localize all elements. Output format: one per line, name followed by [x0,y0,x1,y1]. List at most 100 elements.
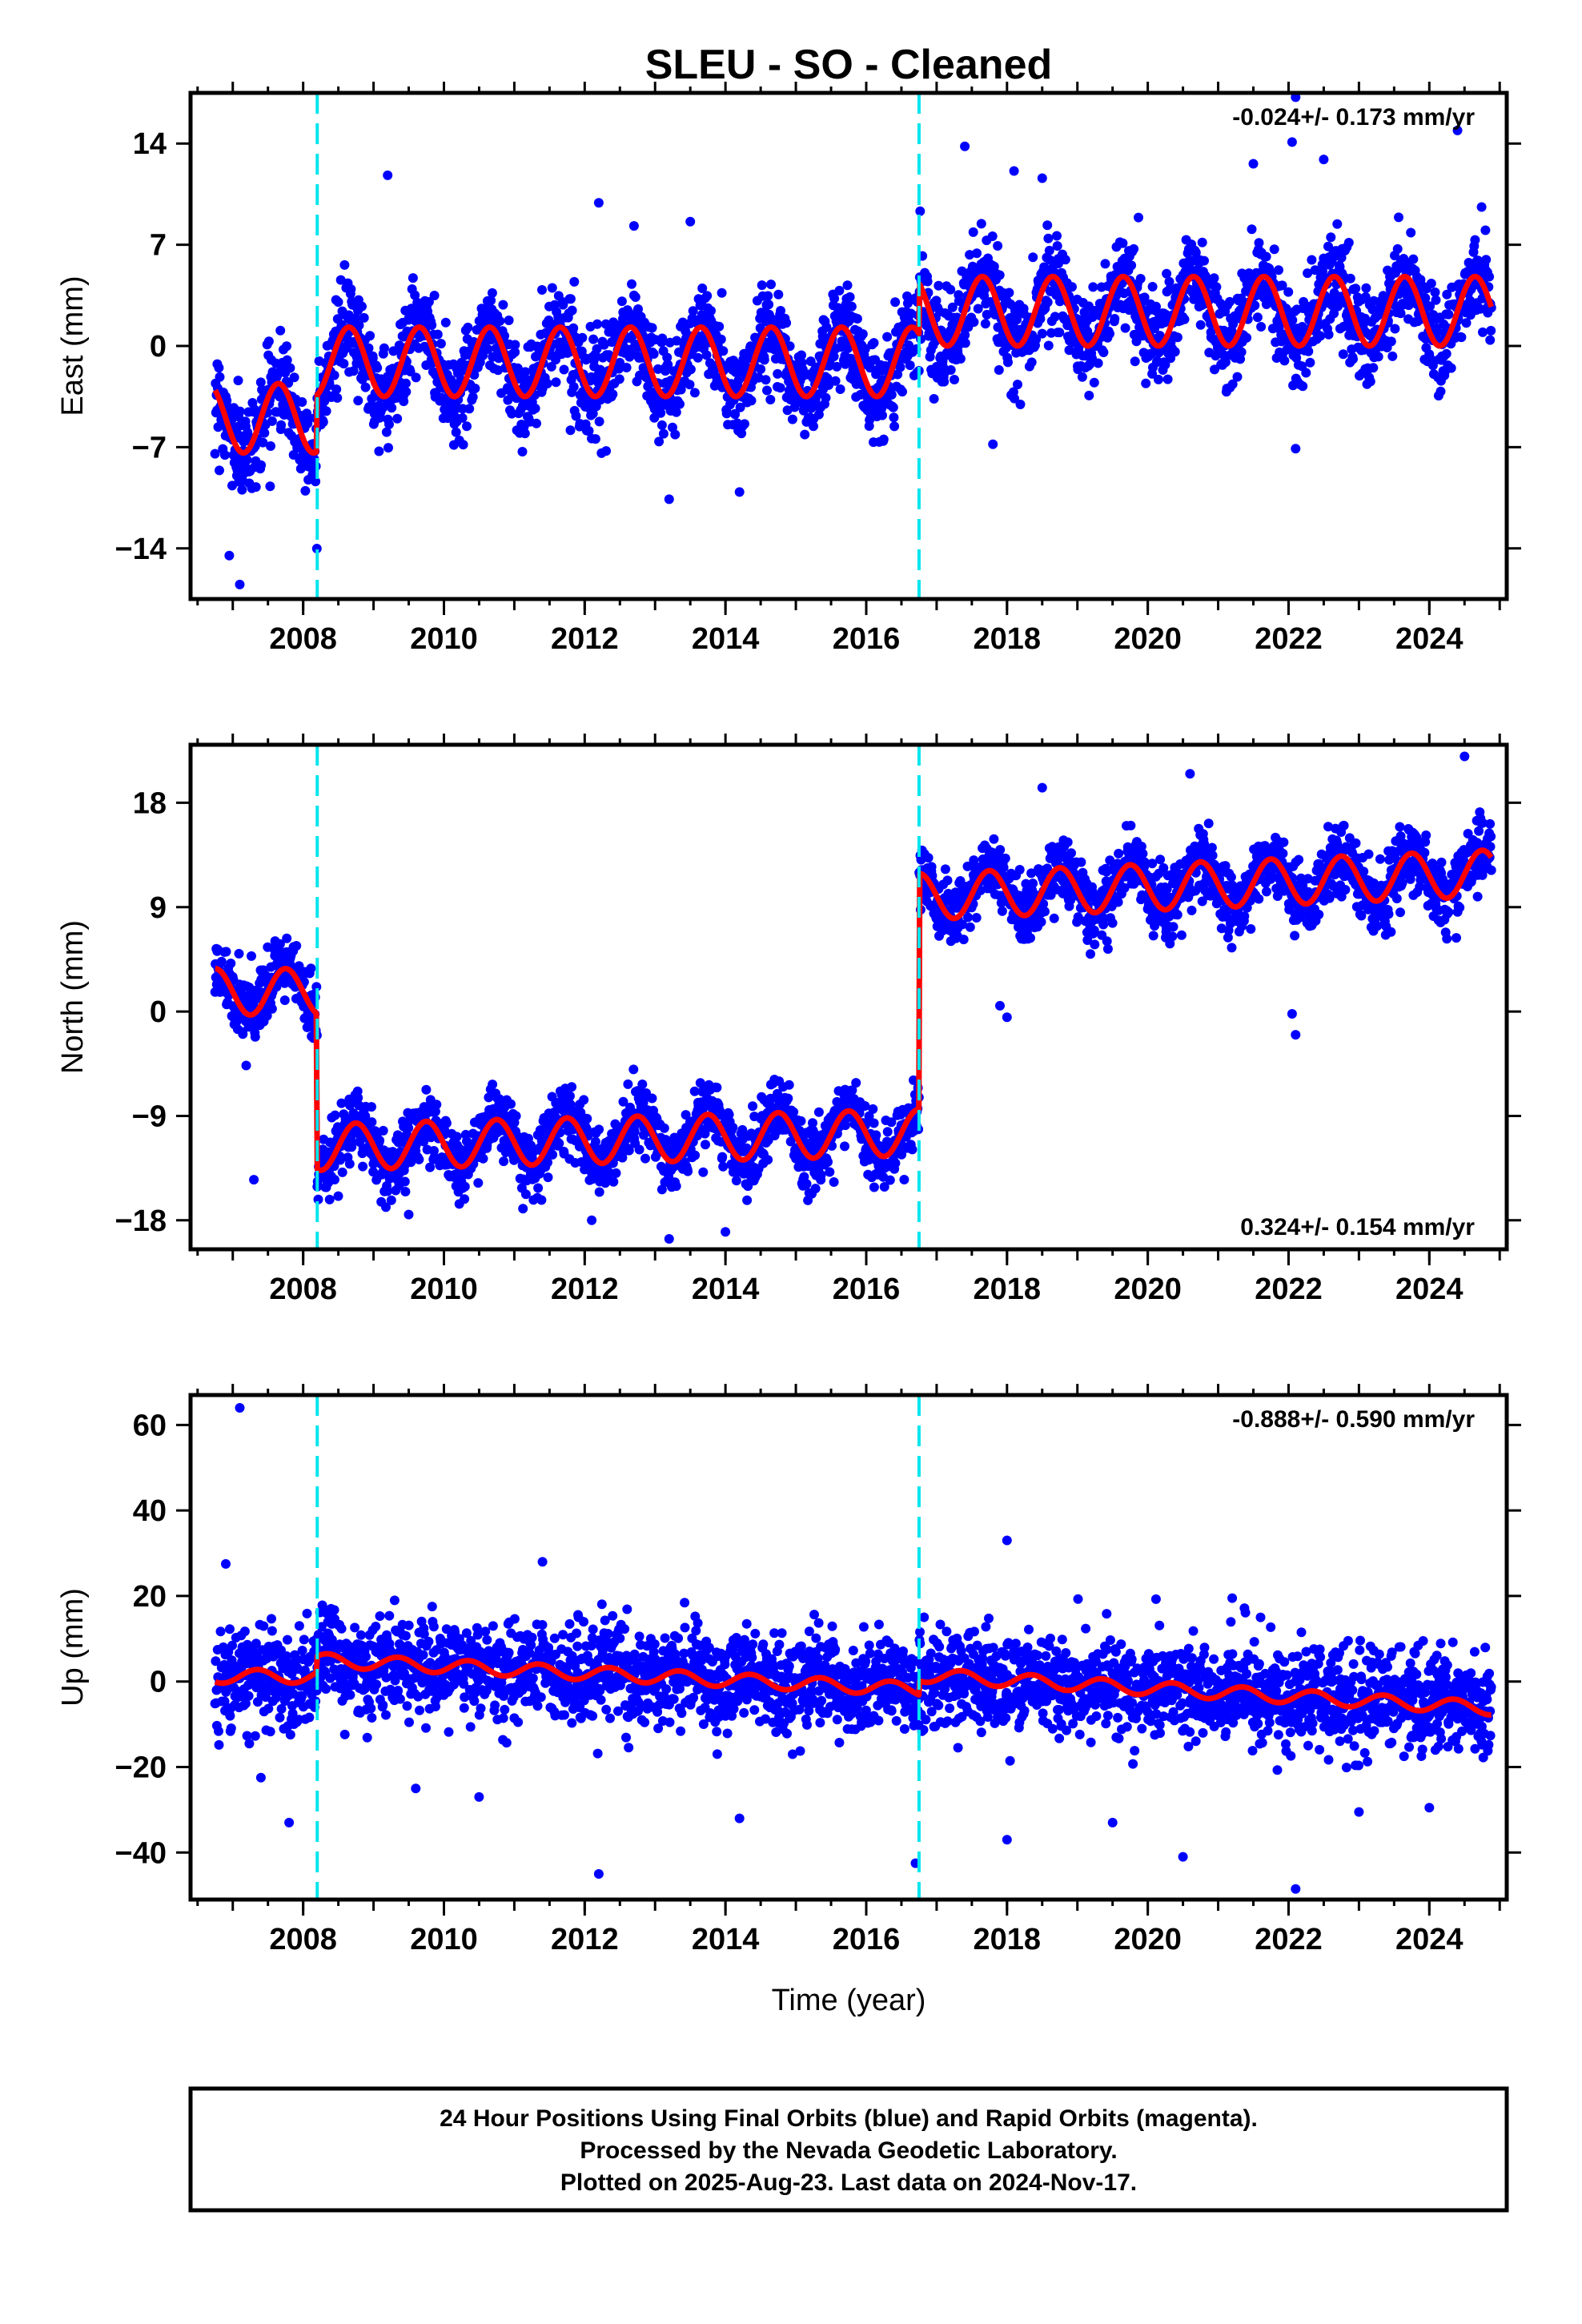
data-point [940,864,950,875]
data-point [400,1176,410,1187]
data-point [359,312,369,323]
data-point [262,1011,272,1021]
data-point [400,1187,411,1196]
data-point [499,1156,509,1167]
data-point [634,1144,644,1155]
data-point [592,319,602,329]
data-point [1279,356,1290,366]
data-point [756,364,766,374]
data-point [717,287,727,298]
data-point [330,1110,340,1120]
data-point [922,276,933,287]
data-point [372,363,383,373]
data-point [432,1100,442,1110]
data-point [1042,220,1053,231]
data-point [1012,315,1022,325]
data-point [429,291,440,300]
data-point [1037,328,1047,339]
data-point [594,416,604,427]
data-point [878,434,889,444]
chart-title: SLEU - SO - Cleaned [645,42,1053,88]
data-point [697,283,708,293]
data-point [559,364,569,375]
data-point [1000,853,1010,863]
data-point [1220,357,1231,368]
data-point [1211,282,1222,292]
data-point [852,314,862,324]
data-point [656,401,666,412]
data-point [265,481,275,492]
data-point [907,1144,917,1155]
data-point [628,1064,639,1075]
data-point [330,1175,339,1184]
data-point [690,1150,701,1160]
data-point [457,412,468,423]
data-point [381,427,391,437]
data-point [1394,212,1403,223]
data-point [458,440,468,450]
data-point [1010,393,1019,404]
data-point [809,421,818,432]
data-point [717,1152,728,1162]
data-point [980,319,990,329]
outlier-point [1291,93,1301,103]
data-point [1004,287,1014,298]
outlier-point [685,216,696,227]
data-point [971,913,982,923]
data-point [718,1161,729,1172]
data-point [1077,372,1087,382]
data-point [647,323,657,333]
data-point [285,363,295,373]
data-point [765,395,776,404]
data-point [1329,308,1339,319]
data-point [773,289,784,300]
data-point [318,417,328,427]
data-point [1197,237,1207,247]
data-point [1373,352,1383,362]
x-tick-label: 2016 [833,622,901,656]
data-point [255,377,266,388]
data-point [742,1195,753,1205]
data-point [1390,324,1400,334]
data-point [671,1181,681,1192]
data-point [399,396,409,407]
data-point [886,389,897,400]
data-point [969,317,979,328]
rate-label: -0.024+/- 0.173 mm/yr [1232,104,1475,131]
data-point [905,360,915,371]
data-point [558,300,568,310]
data-point [242,455,252,465]
data-point [363,343,374,353]
data-point [813,1107,824,1117]
data-point [353,396,363,406]
data-point [929,394,939,404]
data-point [834,285,845,296]
data-point [344,1159,355,1169]
data-point [1162,268,1172,279]
data-point [740,419,749,429]
data-point [367,1102,376,1112]
data-point [1088,282,1098,292]
data-point [374,446,384,456]
data-point [266,441,275,451]
data-point [1162,374,1173,384]
data-point [810,1184,821,1194]
data-point [1303,346,1314,356]
data-point [860,344,870,354]
data-point [1026,357,1037,368]
data-point [630,292,640,302]
data-point [507,408,517,419]
data-point [718,346,729,356]
outlier-point [1291,444,1301,454]
data-point [829,293,840,304]
data-point [701,1140,710,1150]
data-point [994,270,1005,280]
data-point [627,279,636,289]
data-point [998,862,1009,873]
data-point [1054,296,1065,307]
data-point [846,301,857,312]
data-point [1042,297,1053,308]
data-point [842,280,853,291]
data-point [830,376,841,386]
outlier-point [593,198,604,208]
